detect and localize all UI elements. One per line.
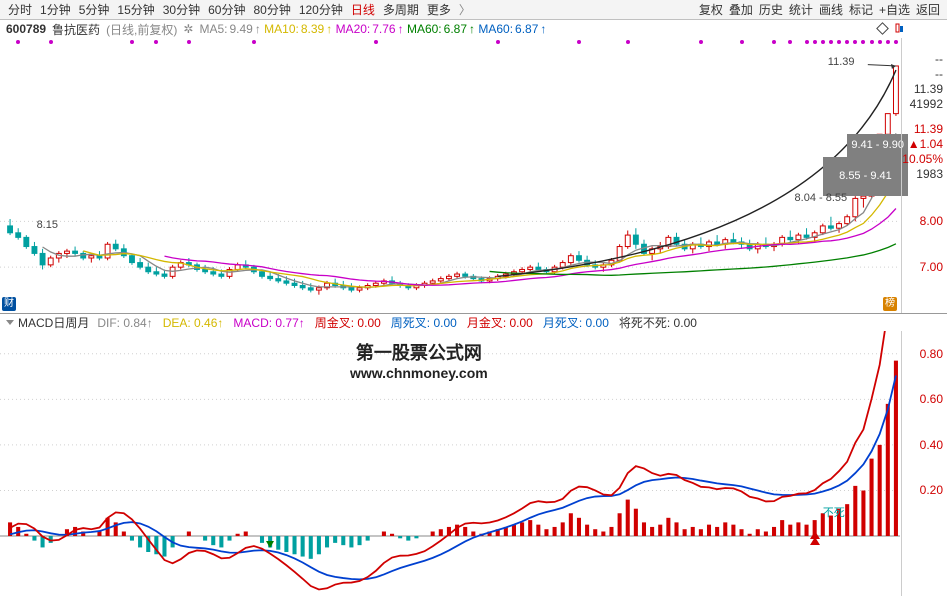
ma-indicator-3: MA60: 6.87↑ — [407, 22, 475, 36]
ma-indicator-2: MA20: 7.76↑ — [336, 22, 404, 36]
timeframe-3[interactable]: 15分钟 — [113, 1, 158, 18]
quote-chg: ▲1.04 — [901, 137, 947, 152]
ma-indicator-4: MA60: 6.87↑ — [478, 22, 546, 36]
macd-item-6: 月死叉: 0.00 — [543, 316, 609, 330]
chart-subtitle: (日线,前复权) — [106, 21, 177, 38]
more-arrow-icon[interactable]: 〉 — [455, 1, 475, 18]
chart-annotation: 8.04 - 8.55 — [795, 192, 848, 204]
toolbtn-0[interactable]: 复权 — [696, 1, 726, 18]
macd-y-axis: 0.200.400.600.80 — [901, 331, 947, 596]
macd-item-1: DEA: 0.46↑ — [163, 316, 224, 330]
macd-title: MACD日周月 — [18, 314, 89, 331]
ma-indicator-1: MA10: 8.39↑ — [264, 22, 332, 36]
timeframe-0[interactable]: 分时 — [4, 1, 36, 18]
macd-item-2: MACD: 0.77↑ — [233, 316, 304, 330]
watermark-line2: www.chnmoney.com — [350, 365, 488, 381]
timeframe-2[interactable]: 5分钟 — [75, 1, 114, 18]
toolbtn-1[interactable]: 叠加 — [726, 1, 756, 18]
timeframe-7[interactable]: 120分钟 — [295, 1, 347, 18]
macd-item-7: 将死不死: 0.00 — [619, 316, 697, 330]
diamond-icon — [876, 22, 889, 35]
quote-close: 11.39 — [901, 122, 947, 137]
price-chart-svg — [0, 38, 900, 313]
price-chart-area[interactable]: 8.55 - 9.419.41 - 9.90 8.15 11.39 8.04 - 8… — [0, 38, 947, 313]
red-triangle-icon — [810, 537, 820, 545]
timeframe-6[interactable]: 80分钟 — [249, 1, 294, 18]
quote-dash2: -- — [901, 67, 947, 82]
timeframe-5[interactable]: 60分钟 — [204, 1, 249, 18]
watermark: 第一股票公式网 www.chnmoney.com — [350, 339, 488, 381]
ma-indicator-0: MA5: 9.49↑ — [199, 22, 260, 36]
macd-item-0: DIF: 0.84↑ — [97, 316, 152, 330]
macd-chart-area[interactable]: 第一股票公式网 www.chnmoney.com 0.200.400.600.8… — [0, 331, 947, 596]
bang-badge[interactable]: 榜 — [883, 297, 897, 311]
chart-annotation: 11.39 — [828, 56, 855, 68]
side-quote-panel-2: 11.39 ▲1.04 10.05% 1983 — [901, 122, 947, 182]
macd-label: 不死 — [823, 504, 845, 520]
macd-item-5: 月金叉: 0.00 — [467, 316, 533, 330]
toolbtn-6[interactable]: +自选 — [876, 1, 913, 18]
timeframe-4[interactable]: 30分钟 — [159, 1, 204, 18]
cai-badge[interactable]: 财 — [2, 297, 16, 311]
toolbtn-4[interactable]: 画线 — [816, 1, 846, 18]
timeframe-1[interactable]: 1分钟 — [36, 1, 75, 18]
toolbtn-5[interactable]: 标记 — [846, 1, 876, 18]
chart-title-bar: 600789 鲁抗医药 (日线,前复权) ✲ MA5: 9.49↑ MA10: … — [0, 20, 947, 38]
timeframe-10[interactable]: 更多 — [423, 1, 455, 18]
quote-vol: 41992 — [901, 97, 947, 112]
chart-annotation: 8.15 — [37, 219, 58, 231]
toolbtn-7[interactable]: 返回 — [913, 1, 943, 18]
green-triangle-icon — [266, 541, 274, 548]
timeframe-8[interactable]: 日线 — [347, 1, 379, 18]
quote-last: 11.39 — [901, 82, 947, 97]
range-box-1: 9.41 - 9.90 — [847, 134, 908, 156]
gear-icon[interactable]: ✲ — [183, 22, 193, 36]
timeframe-9[interactable]: 多周期 — [379, 1, 423, 18]
quote-dash1: -- — [901, 52, 947, 67]
macd-item-3: 周金叉: 0.00 — [315, 316, 381, 330]
macd-item-4: 周死叉: 0.00 — [391, 316, 457, 330]
toolbtn-3[interactable]: 统计 — [786, 1, 816, 18]
side-quote-panel: -- -- 11.39 41992 — [901, 52, 947, 112]
quote-pct: 10.05% — [901, 152, 947, 167]
stock-code: 600789 — [6, 22, 46, 36]
toolbtn-2[interactable]: 历史 — [756, 1, 786, 18]
quote-amt: 1983 — [901, 167, 947, 182]
macd-header: MACD日周月 DIF: 0.84↑ DEA: 0.46↑ MACD: 0.77↑ 周… — [0, 313, 947, 331]
timeframe-toolbar: 分时1分钟5分钟15分钟30分钟60分钟80分钟120分钟日线多周期更多〉 复权… — [0, 0, 947, 20]
stock-name: 鲁抗医药 — [52, 21, 100, 38]
watermark-line1: 第一股票公式网 — [350, 339, 488, 365]
range-box-0: 8.55 - 9.41 — [823, 157, 908, 196]
caret-down-icon[interactable] — [6, 320, 14, 325]
ohlc-icon[interactable] — [893, 22, 905, 37]
